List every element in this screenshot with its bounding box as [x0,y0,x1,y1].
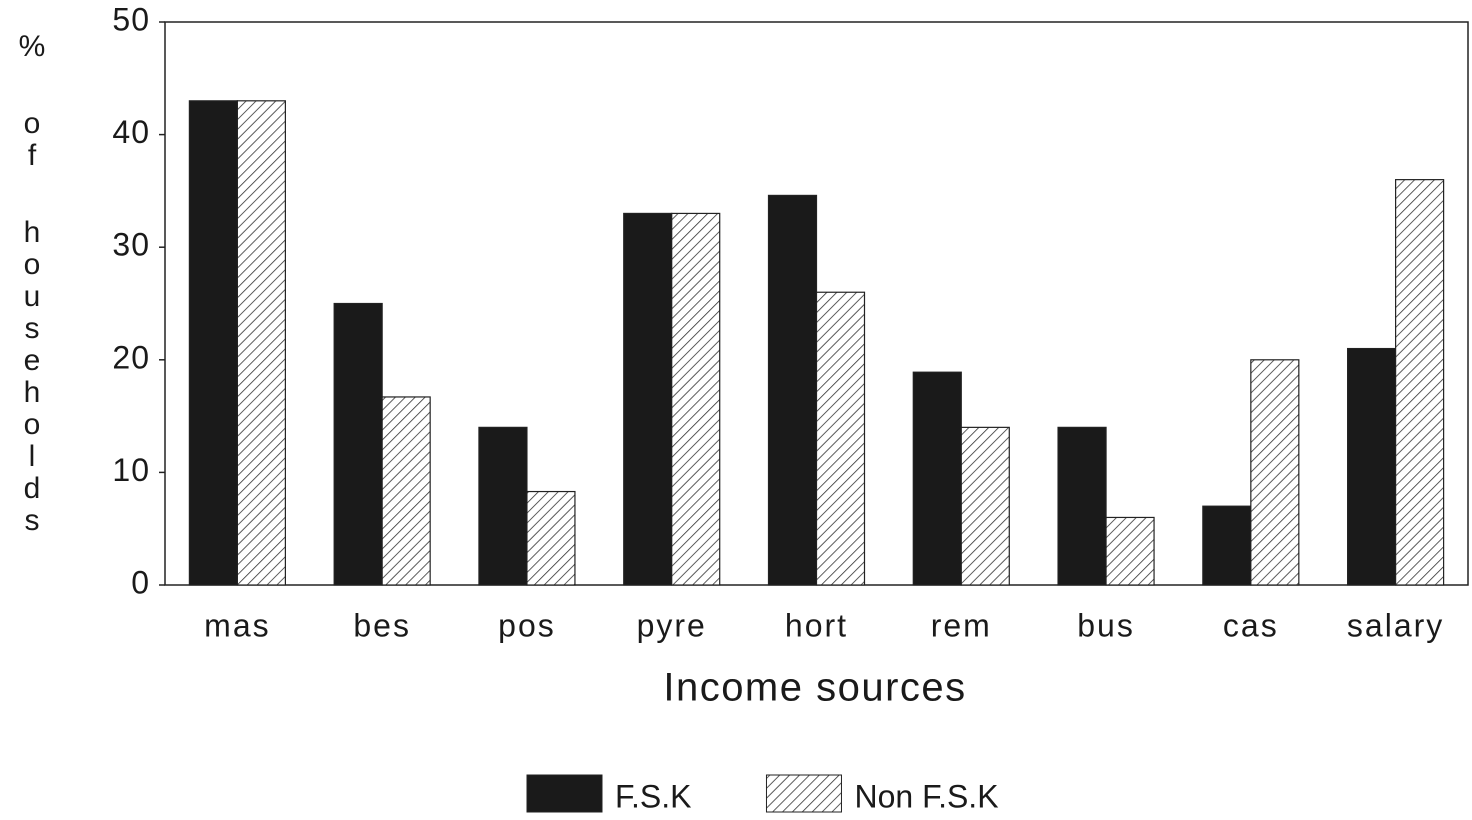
bar [767,194,818,586]
x-tick-label: rem [931,607,992,643]
y-axis-label: % o f h o u s e h o l d s [19,30,46,537]
bar [671,212,721,586]
bar [815,291,866,586]
x-tick-label: bes [353,607,411,643]
legend-label: F.S.K [615,778,691,814]
x-tick-label: mas [204,607,270,643]
y-tick-label: 10 [112,452,150,488]
legend-swatch [765,774,842,813]
bar [1202,505,1252,586]
bar [1105,516,1155,586]
bar [333,302,383,586]
bar [381,396,431,586]
bar [912,371,962,586]
x-tick-label: cas [1223,607,1279,643]
bar [623,212,673,586]
bar [1057,426,1107,586]
x-tick-label: pyre [637,607,707,643]
bar [526,490,576,586]
x-tick-label: pos [498,607,556,643]
bar [1395,179,1445,586]
legend-swatch [526,774,603,813]
x-tick-label: hort [785,607,848,643]
y-tick-label: 0 [131,564,150,600]
y-tick-label: 50 [112,1,150,37]
bar [236,100,286,586]
bar [1250,359,1300,586]
x-tick-label: salary [1347,607,1444,643]
x-axis-label: Income sources [663,666,966,710]
y-tick-label: 20 [112,339,150,375]
bar [188,100,238,586]
x-tick-label: bus [1077,607,1135,643]
bar [1347,347,1397,586]
y-tick-label: 40 [112,114,150,150]
legend-label: Non F.S.K [854,778,998,814]
bar [960,426,1010,586]
y-tick-label: 30 [112,227,150,263]
bar [478,426,528,586]
